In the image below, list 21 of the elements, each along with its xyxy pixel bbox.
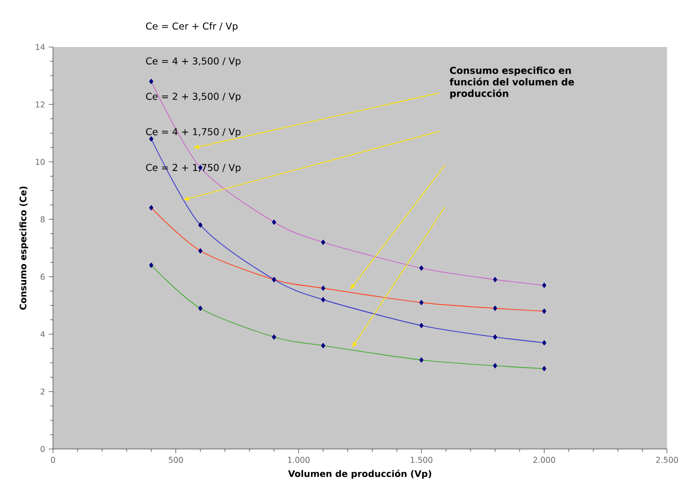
text: Ce = Cer + Cfr / Vp: [146, 22, 238, 32]
annotation: Consumo especifico en función del volumen de producción: [450, 66, 574, 99]
x-tick-label: 1.000: [288, 456, 310, 463]
x-tick-label: 2.500: [656, 456, 678, 463]
annotation: Ce = 2 + 3,500 / Vp: [146, 92, 241, 102]
annotation: Ce = 4 + 1,750 / Vp: [146, 128, 241, 138]
x-axis-title: Volumen de producción (Vp): [288, 470, 432, 479]
x-tick-label: 0: [50, 456, 56, 463]
y-tick-label: 0: [40, 446, 45, 452]
y-tick-label: 14: [36, 44, 45, 50]
y-tick-label: 10: [36, 158, 45, 165]
y-tick-label: 4: [40, 331, 45, 338]
y-tick-label: 12: [36, 101, 44, 108]
x-tick-label: 1.500: [410, 456, 432, 463]
x-tick-label: 2.000: [533, 456, 556, 463]
x-tick-label: 500: [168, 456, 183, 463]
y-tick-label: 6: [40, 274, 45, 280]
y-tick-label: 8: [40, 216, 45, 222]
annotation: Ce = 4 + 3,500 / Vp: [146, 57, 241, 66]
y-axis-title: Consumo especifico (Ce): [19, 186, 28, 310]
y-tick-label: 2: [40, 388, 44, 395]
